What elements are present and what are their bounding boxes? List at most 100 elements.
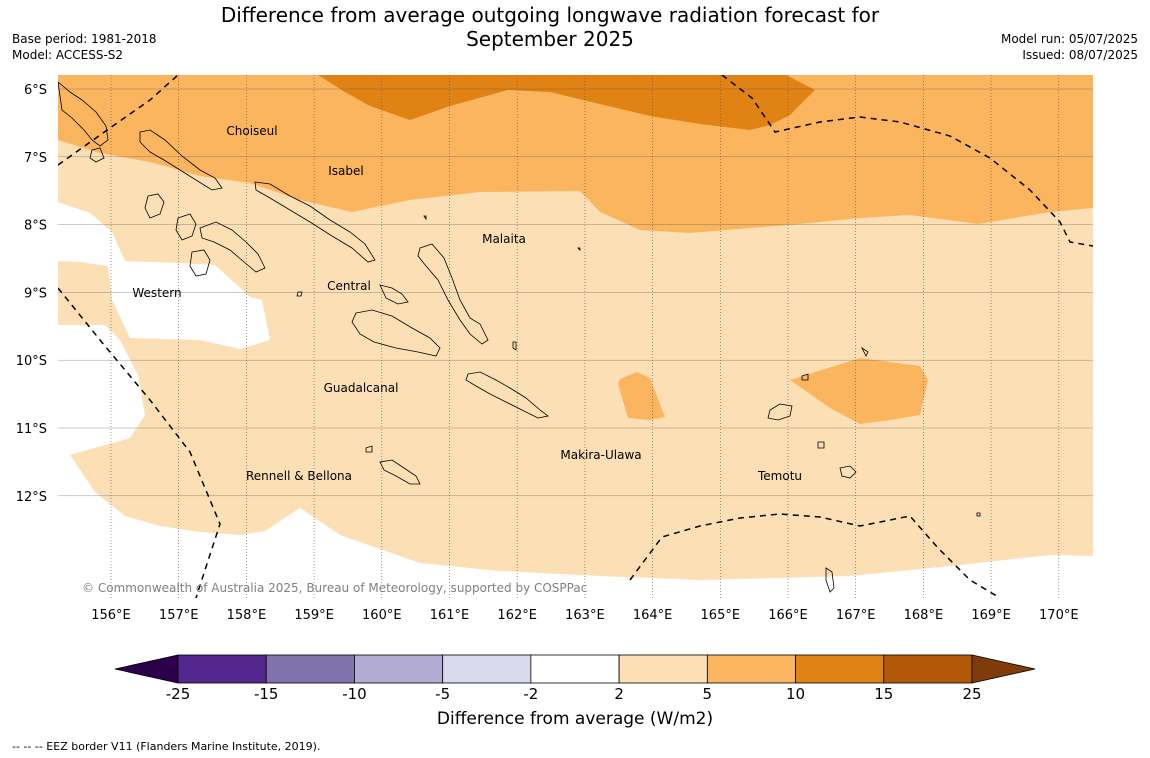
longitude-label: 167°E <box>836 608 876 623</box>
colorbar-tick: -15 <box>254 685 279 700</box>
latitude-label: 9°S <box>24 286 47 301</box>
longitude-label: 156°E <box>91 608 131 623</box>
island-ontong <box>577 247 581 251</box>
colorbar-tick: 2 <box>614 685 624 700</box>
island-rennell <box>379 459 421 485</box>
label-central: Central <box>327 279 371 293</box>
meta-left: Base period: 1981-2018 Model: ACCESS-S2 <box>12 31 157 63</box>
island-guadalcanal <box>351 309 441 357</box>
colorbar-segment <box>795 654 885 684</box>
label-western: Western <box>132 286 181 300</box>
issued-date: Issued: 08/07/2025 <box>1022 48 1138 62</box>
island-sikaiana <box>423 215 427 221</box>
colorbar-tick: 10 <box>786 685 805 700</box>
title-line-1: Difference from average outgoing longwav… <box>220 3 880 27</box>
graticule <box>58 75 1093 598</box>
map-area <box>58 75 1093 598</box>
island-reef-islands <box>801 373 809 381</box>
eez-border-nauru <box>721 75 1093 247</box>
copyright-text: © Commonwealth of Australia 2025, Bureau… <box>82 581 587 595</box>
longitude-label: 169°E <box>971 608 1011 623</box>
colorbar-segment <box>706 654 796 684</box>
model-name: Model: ACCESS-S2 <box>12 48 124 62</box>
anomaly-region-5-to-10 <box>58 75 1093 233</box>
anomaly-blob-central <box>618 372 665 420</box>
colorbar-tick: 15 <box>874 685 893 700</box>
longitude-label: 158°E <box>227 608 267 623</box>
latitude-label: 11°S <box>16 422 47 437</box>
island-new-georgia-group <box>199 221 266 273</box>
longitude-label: 165°E <box>701 608 741 623</box>
islands <box>58 81 981 593</box>
eez-border-png-north <box>58 75 179 166</box>
island-russell <box>296 291 303 297</box>
label-choiseul: Choiseul <box>226 124 277 138</box>
colorbar-tick: 25 <box>962 685 981 700</box>
latitude-label: 6°S <box>24 83 47 98</box>
label-isabel: Isabel <box>328 164 363 178</box>
longitude-label: 170°E <box>1039 608 1079 623</box>
colorbar <box>114 654 1036 684</box>
island-vanikoro <box>839 465 857 479</box>
colorbar-segment <box>883 654 973 684</box>
colorbar-tick-labels: -25 -15 -10 -5 -2 2 5 10 15 25 <box>166 685 982 700</box>
colorbar-segment <box>177 654 267 684</box>
meta-right: Model run: 05/07/2025 Issued: 08/07/2025 <box>1001 31 1138 63</box>
longitude-label: 159°E <box>294 608 334 623</box>
longitude-label: 161°E <box>430 608 470 623</box>
colorbar-tick: -5 <box>435 685 450 700</box>
label-temotu: Temotu <box>757 469 802 483</box>
map-figure: Choiseul Isabel Malaita Western Central … <box>16 75 1093 700</box>
colorbar-segment <box>618 654 708 684</box>
eez-borders <box>58 75 1093 598</box>
longitude-label: 163°E <box>565 608 605 623</box>
latitude-label: 10°S <box>16 354 47 369</box>
latitude-label: 12°S <box>16 490 47 505</box>
colorbar-tick: -2 <box>523 685 538 700</box>
colorbar-segment <box>354 654 444 684</box>
title-line-2: September 2025 <box>466 27 634 51</box>
eez-border-west <box>58 287 221 598</box>
province-labels: Choiseul Isabel Malaita Western Central … <box>132 124 802 483</box>
longitude-label: 166°E <box>768 608 808 623</box>
colorbar-label: Difference from average (W/m2) <box>436 709 714 729</box>
island-rendova <box>189 249 211 277</box>
label-makira-ulawa: Makira-Ulawa <box>560 448 641 462</box>
island-utupua <box>817 441 825 449</box>
island-malaita <box>417 243 489 345</box>
label-guadalcanal: Guadalcanal <box>324 381 399 395</box>
colorbar-under-arrow <box>114 654 179 684</box>
neutral-region-northwest <box>58 202 270 349</box>
island-choiseul <box>139 129 223 191</box>
longitude-labels: 156°E 157°E 158°E 159°E 160°E 161°E 162°E 163°E… <box>91 608 1078 623</box>
island-duff <box>860 346 869 357</box>
colorbar-tick: 5 <box>703 685 713 700</box>
island-santa-cruz <box>767 403 793 421</box>
island-bougainville <box>58 81 109 147</box>
longitude-label: 157°E <box>159 608 199 623</box>
longitude-label: 160°E <box>362 608 402 623</box>
island-makira <box>465 371 549 419</box>
colorbar-over-arrow <box>971 654 1036 684</box>
colorbar-segment <box>530 654 620 684</box>
longitude-label: 162°E <box>497 608 537 623</box>
island-new-georgia <box>175 213 197 241</box>
longitude-label: 164°E <box>633 608 673 623</box>
label-rennell-bellona: Rennell & Bellona <box>246 469 352 483</box>
eez-legend: -- -- -- EEZ border V11 (Flanders Marine… <box>12 740 321 753</box>
island-vella-lavella <box>144 193 165 219</box>
island-torres <box>825 567 835 593</box>
base-period: Base period: 1981-2018 <box>12 32 157 46</box>
colorbar-segment <box>265 654 355 684</box>
anomaly-blob-east <box>790 358 928 424</box>
latitude-label: 8°S <box>24 219 47 234</box>
latitude-label: 7°S <box>24 151 47 166</box>
longitude-label: 168°E <box>904 608 944 623</box>
island-anuta <box>976 512 981 517</box>
island-isabel <box>254 181 376 263</box>
model-run: Model run: 05/07/2025 <box>1000 32 1138 46</box>
colorbar-segment <box>442 654 532 684</box>
label-malaita: Malaita <box>482 232 526 246</box>
colorbar-tick: -25 <box>166 685 191 700</box>
island-bellona <box>365 445 373 453</box>
